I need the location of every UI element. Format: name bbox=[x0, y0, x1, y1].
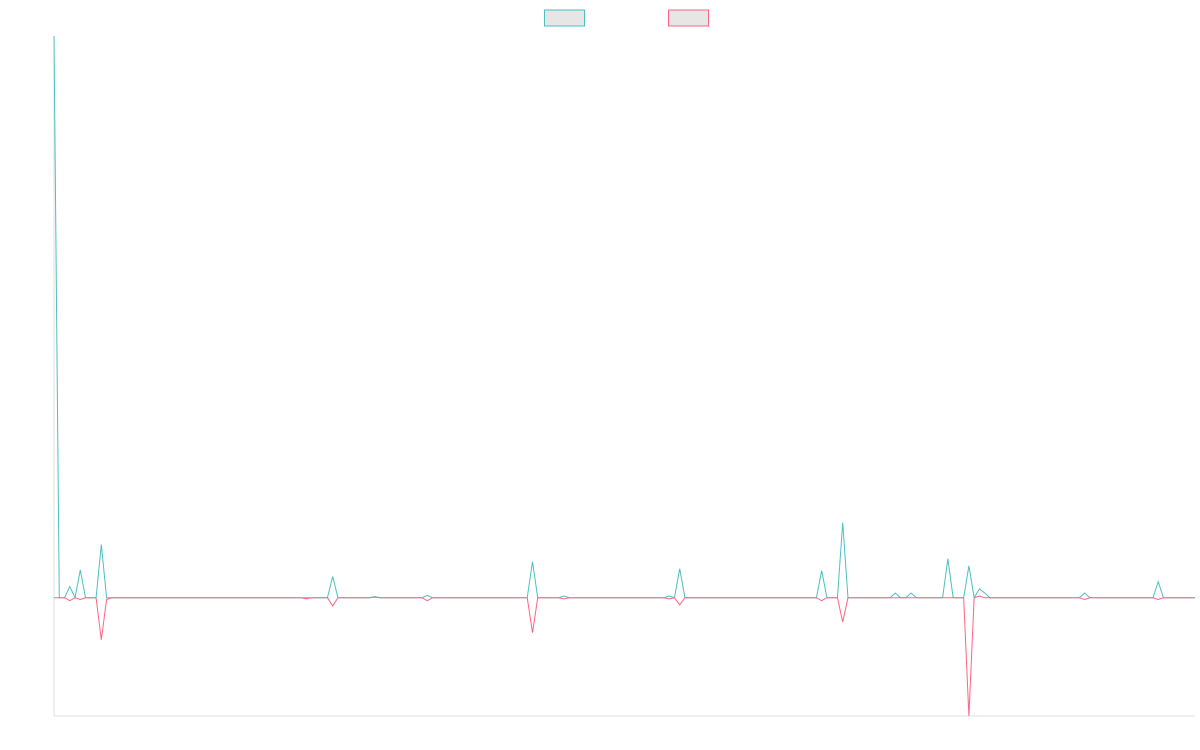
series-line bbox=[54, 595, 1195, 717]
legend-swatch bbox=[668, 9, 709, 27]
legend-swatch bbox=[544, 9, 585, 27]
series-line bbox=[53, 35, 1195, 600]
legend bbox=[544, 9, 709, 27]
